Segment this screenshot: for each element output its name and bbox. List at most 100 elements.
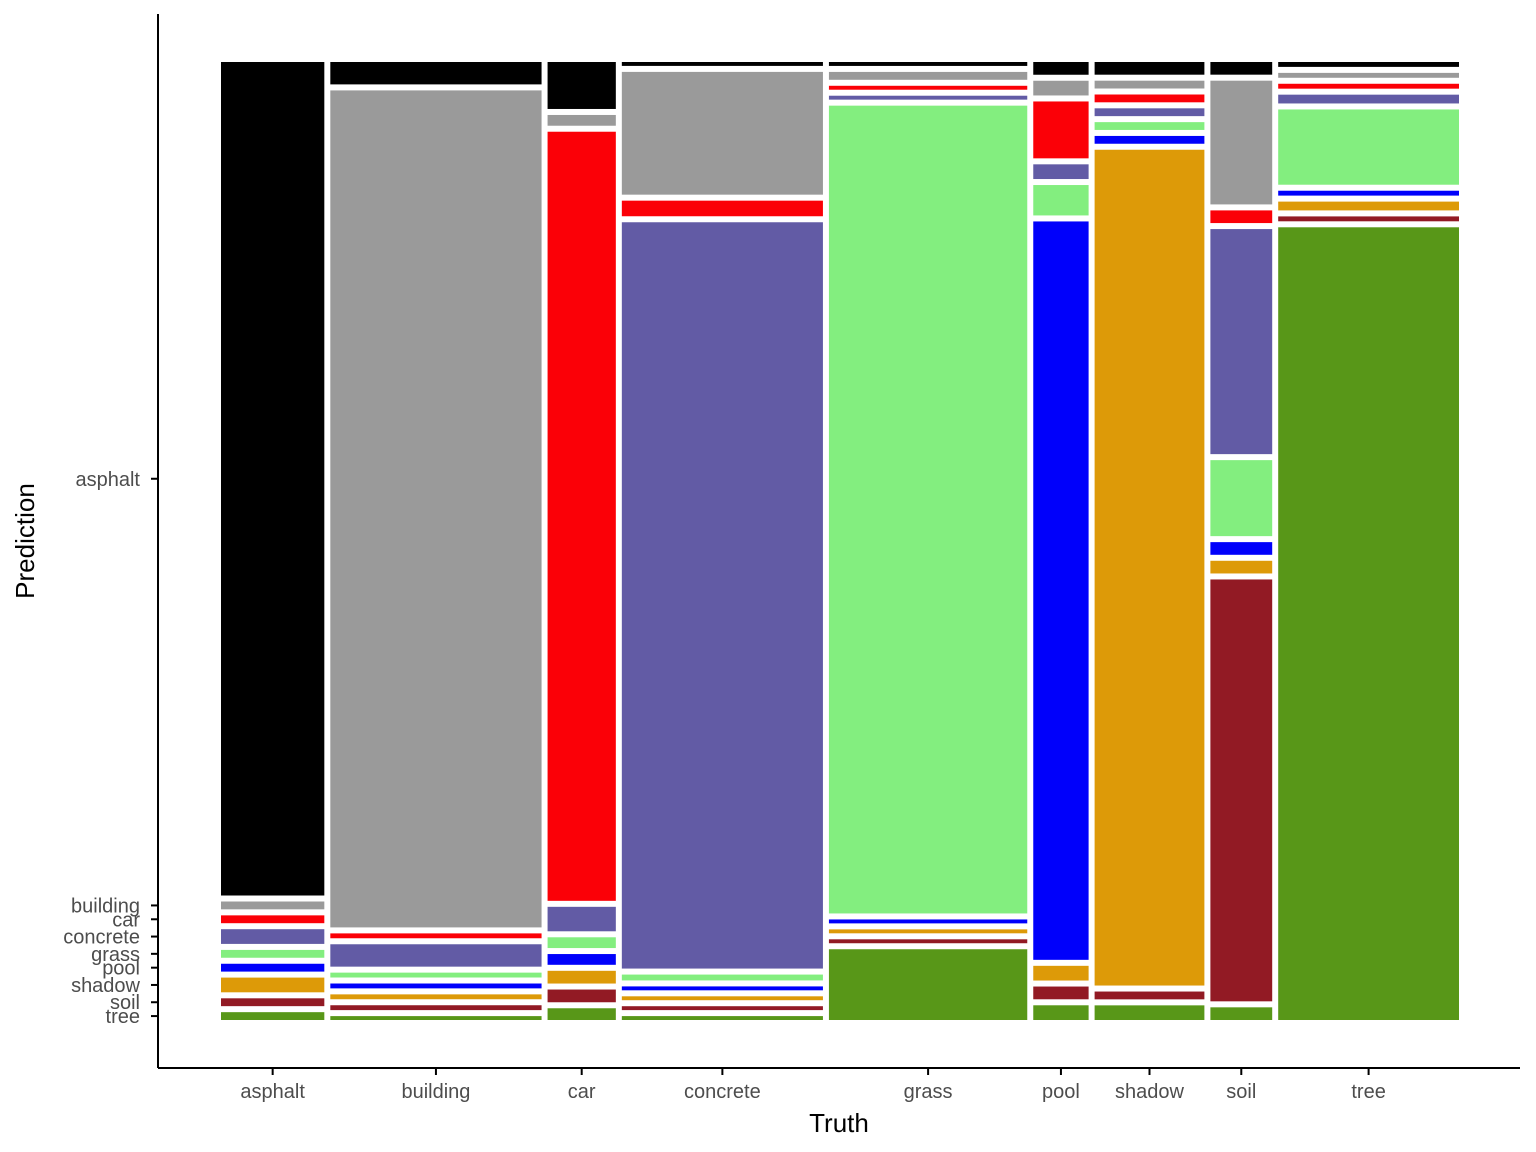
tile-pool-soil	[1033, 986, 1089, 1000]
tile-pool-car	[1033, 101, 1089, 159]
tile-building-pool	[330, 983, 542, 989]
tile-building-soil	[330, 1005, 542, 1011]
tile-building-tree	[330, 1016, 542, 1020]
tile-asphalt-building	[221, 901, 325, 910]
tile-pool-tree	[1033, 1005, 1089, 1020]
tile-shadow-soil	[1094, 991, 1205, 1000]
tile-shadow-tree	[1094, 1005, 1205, 1020]
tile-grass-soil	[828, 939, 1028, 944]
tile-shadow-grass	[1094, 122, 1205, 130]
tile-building-building	[330, 90, 542, 928]
tile-concrete-asphalt	[621, 62, 823, 66]
tile-pool-concrete	[1033, 164, 1089, 180]
y-tick-label-pool: pool	[102, 958, 140, 980]
tile-tree-concrete	[1278, 94, 1459, 104]
tile-tree-shadow	[1278, 201, 1459, 211]
tile-shadow-shadow	[1094, 149, 1205, 986]
tile-car-shadow	[547, 970, 616, 984]
tile-soil-tree	[1210, 1007, 1273, 1020]
tile-concrete-concrete	[621, 222, 823, 969]
x-axis-title: Truth	[809, 1108, 869, 1138]
x-tick-label-grass: grass	[904, 1081, 953, 1103]
tile-shadow-concrete	[1094, 108, 1205, 117]
y-tick-label-shadow: shadow	[71, 975, 140, 997]
tile-car-tree	[547, 1008, 616, 1020]
y-axis-title: Prediction	[10, 483, 40, 599]
tile-asphalt-shadow	[221, 977, 325, 993]
tile-car-car	[547, 131, 616, 901]
tile-asphalt-soil	[221, 998, 325, 1007]
x-tick-label-asphalt: asphalt	[240, 1081, 305, 1103]
tile-car-soil	[547, 989, 616, 1003]
tile-asphalt-tree	[221, 1012, 325, 1020]
tile-building-shadow	[330, 994, 542, 1000]
x-tick-label-concrete: concrete	[684, 1081, 761, 1103]
tile-grass-grass	[828, 105, 1028, 914]
tile-shadow-pool	[1094, 135, 1205, 144]
y-tick-label-building: building	[71, 895, 140, 917]
tile-soil-grass	[1210, 460, 1273, 537]
y-axis-ticks: asphalt buildingcarconcretegrasspoolshado…	[63, 469, 158, 1028]
tile-tree-asphalt	[1278, 62, 1459, 67]
tile-tree-tree	[1278, 227, 1459, 1021]
tile-car-pool	[547, 954, 616, 965]
tile-soil-soil	[1210, 579, 1273, 1002]
tile-concrete-pool	[621, 986, 823, 991]
tile-building-concrete	[330, 944, 542, 967]
tile-tree-grass	[1278, 109, 1459, 185]
x-tick-label-tree: tree	[1351, 1081, 1385, 1103]
tile-grass-car	[828, 85, 1028, 90]
mosaic-tiles	[221, 62, 1459, 1021]
tile-building-grass	[330, 972, 542, 978]
y-tick-label-car: car	[112, 909, 140, 931]
tile-car-grass	[547, 937, 616, 949]
y-tick-label-soil: soil	[110, 992, 140, 1014]
tile-pool-grass	[1033, 185, 1089, 216]
tile-concrete-shadow	[621, 996, 823, 1001]
tile-soil-car	[1210, 210, 1273, 224]
x-tick-label-soil: soil	[1226, 1081, 1256, 1103]
tile-building-car	[330, 933, 542, 939]
tile-shadow-car	[1094, 94, 1205, 103]
tile-tree-building	[1278, 72, 1459, 78]
tile-concrete-building	[621, 71, 823, 195]
tile-asphalt-pool	[221, 963, 325, 972]
x-tick-label-building: building	[401, 1081, 470, 1103]
tile-asphalt-car	[221, 915, 325, 924]
tile-tree-pool	[1278, 190, 1459, 196]
tile-building-asphalt	[330, 62, 542, 85]
tile-soil-asphalt	[1210, 62, 1273, 75]
tile-soil-concrete	[1210, 229, 1273, 455]
tile-grass-shadow	[828, 929, 1028, 934]
tile-soil-pool	[1210, 542, 1273, 555]
tile-pool-building	[1033, 80, 1089, 96]
tile-pool-pool	[1033, 221, 1089, 960]
x-tick-label-shadow: shadow	[1115, 1081, 1184, 1103]
tile-concrete-soil	[621, 1006, 823, 1011]
tile-grass-tree	[828, 949, 1028, 1020]
tile-pool-shadow	[1033, 965, 1089, 981]
x-tick-label-car: car	[568, 1081, 596, 1103]
tile-concrete-tree	[621, 1016, 823, 1020]
tile-car-building	[547, 114, 616, 126]
tile-concrete-car	[621, 200, 823, 217]
x-axis-ticks: asphalt building car concrete grass pool shado…	[240, 1068, 1386, 1103]
x-tick-label-pool: pool	[1042, 1081, 1080, 1103]
tile-car-concrete	[547, 906, 616, 932]
tile-grass-building	[828, 71, 1028, 80]
tile-tree-car	[1278, 83, 1459, 89]
tile-shadow-building	[1094, 80, 1205, 89]
tile-car-asphalt	[547, 62, 616, 109]
tile-asphalt-asphalt	[221, 62, 325, 896]
tile-grass-concrete	[828, 95, 1028, 100]
y-tick-label-grass: grass	[91, 944, 140, 966]
tile-soil-building	[1210, 80, 1273, 205]
y-tick-label-asphalt: asphalt	[76, 469, 141, 491]
tile-asphalt-concrete	[221, 929, 325, 944]
tile-tree-soil	[1278, 216, 1459, 222]
tile-shadow-asphalt	[1094, 62, 1205, 75]
tile-pool-asphalt	[1033, 62, 1089, 75]
tile-asphalt-grass	[221, 949, 325, 958]
y-tick-label-tree: tree	[106, 1006, 140, 1028]
